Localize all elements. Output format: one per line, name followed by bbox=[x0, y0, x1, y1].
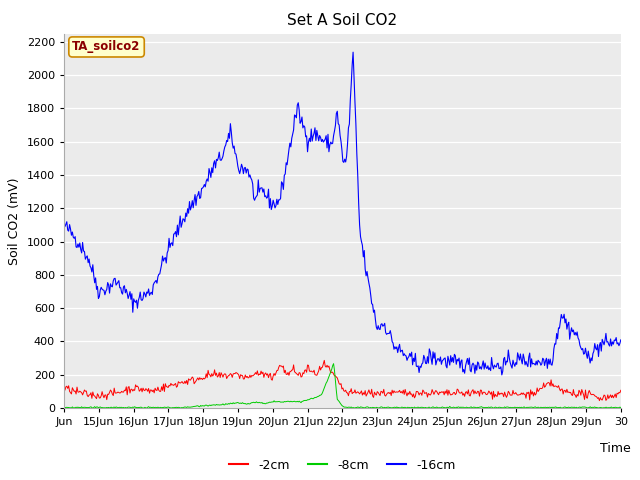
-2cm bbox=[159, 387, 166, 393]
-2cm bbox=[617, 387, 625, 393]
-8cm bbox=[434, 405, 442, 410]
-2cm bbox=[321, 358, 328, 363]
-2cm bbox=[480, 389, 488, 395]
Title: Set A Soil CO2: Set A Soil CO2 bbox=[287, 13, 397, 28]
-8cm bbox=[617, 405, 625, 410]
-16cm bbox=[159, 253, 166, 259]
-16cm bbox=[60, 220, 68, 226]
-2cm bbox=[60, 384, 68, 389]
-8cm bbox=[159, 405, 167, 410]
X-axis label: Time: Time bbox=[600, 442, 630, 455]
-8cm bbox=[330, 361, 337, 367]
-16cm bbox=[498, 372, 506, 378]
-8cm bbox=[390, 405, 398, 410]
-8cm bbox=[481, 405, 489, 410]
-2cm bbox=[596, 398, 604, 404]
-16cm bbox=[617, 337, 625, 343]
-2cm bbox=[433, 389, 440, 395]
-16cm bbox=[312, 138, 320, 144]
Legend: -2cm, -8cm, -16cm: -2cm, -8cm, -16cm bbox=[224, 454, 461, 477]
-16cm bbox=[349, 49, 357, 55]
Y-axis label: Soil CO2 (mV): Soil CO2 (mV) bbox=[8, 177, 21, 264]
-2cm bbox=[389, 390, 397, 396]
-16cm bbox=[389, 340, 397, 346]
-8cm bbox=[313, 394, 321, 400]
-8cm bbox=[204, 403, 212, 409]
-16cm bbox=[204, 176, 211, 182]
-8cm bbox=[106, 405, 113, 411]
-2cm bbox=[204, 375, 211, 381]
Text: TA_soilco2: TA_soilco2 bbox=[72, 40, 141, 53]
-8cm bbox=[60, 405, 68, 410]
-16cm bbox=[433, 358, 440, 364]
-2cm bbox=[312, 372, 320, 378]
Line: -2cm: -2cm bbox=[64, 360, 621, 401]
-16cm bbox=[480, 366, 488, 372]
Line: -8cm: -8cm bbox=[64, 364, 621, 408]
Line: -16cm: -16cm bbox=[64, 52, 621, 375]
